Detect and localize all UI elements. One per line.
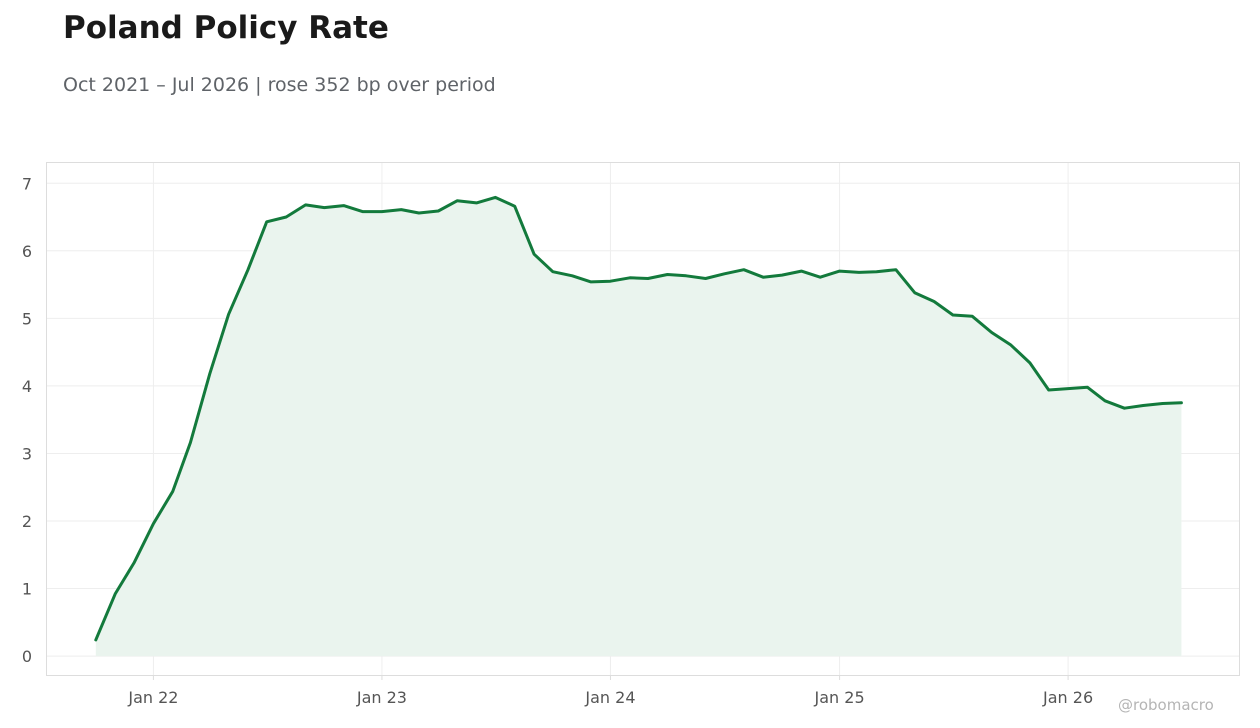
data-point-2025-07-01	[952, 314, 954, 316]
y-tick-label-4: 4	[22, 377, 32, 396]
data-point-2022-02-01	[172, 490, 174, 492]
data-point-2025-10-01	[1009, 344, 1011, 346]
data-point-2025-01-01	[838, 270, 840, 272]
data-point-2025-12-01	[1048, 389, 1050, 391]
x-tick-label-jan-22: Jan 22	[127, 688, 178, 707]
data-point-2026-03-01	[1104, 400, 1106, 402]
x-tick-label-jan-24: Jan 24	[584, 688, 635, 707]
y-tick-label-0: 0	[22, 647, 32, 666]
data-point-2024-08-01	[743, 269, 745, 271]
data-point-2024-10-01	[781, 274, 783, 276]
data-point-2023-06-01	[475, 202, 477, 204]
data-point-2026-07-01	[1180, 402, 1182, 404]
data-point-2025-11-01	[1029, 362, 1031, 364]
data-point-2024-12-01	[819, 276, 821, 278]
data-point-2025-03-01	[875, 271, 877, 273]
data-point-2025-09-01	[991, 331, 993, 333]
y-tick-label-1: 1	[22, 580, 32, 599]
data-point-2025-02-01	[858, 271, 860, 273]
data-point-2022-07-01	[266, 221, 268, 223]
data-point-2024-04-01	[666, 273, 668, 275]
data-point-2025-06-01	[933, 300, 935, 302]
chart-title: Poland Policy Rate	[63, 10, 389, 46]
data-point-2024-09-01	[762, 276, 764, 278]
data-point-2024-05-01	[685, 275, 687, 277]
data-point-2023-09-01	[533, 253, 535, 255]
data-point-2021-10-01	[95, 639, 97, 641]
data-point-2026-05-01	[1142, 404, 1144, 406]
y-tick-label-5: 5	[22, 309, 32, 328]
y-tick-label-2: 2	[22, 512, 32, 531]
x-axis: Jan 22 Jan 23 Jan 24 Jan 25 Jan 26	[127, 675, 1093, 707]
data-point-2023-11-01	[571, 275, 573, 277]
x-tick-label-jan-23: Jan 23	[356, 688, 407, 707]
data-point-2021-12-01	[133, 562, 135, 564]
data-point-2026-02-01	[1086, 386, 1088, 388]
data-point-2023-05-01	[456, 200, 458, 202]
data-point-2023-03-01	[418, 212, 420, 214]
data-point-2025-04-01	[895, 269, 897, 271]
data-point-2025-08-01	[971, 315, 973, 317]
data-point-2023-07-01	[494, 196, 496, 198]
data-point-2022-01-01	[152, 523, 154, 525]
data-point-2024-03-01	[647, 277, 649, 279]
data-point-2023-12-01	[590, 281, 592, 283]
data-point-2022-05-01	[227, 313, 229, 315]
data-point-2026-06-01	[1161, 402, 1163, 404]
data-point-2023-08-01	[514, 205, 516, 207]
data-point-2024-01-01	[609, 280, 611, 282]
data-point-2022-09-01	[304, 204, 306, 206]
x-tick-label-jan-26: Jan 26	[1042, 688, 1093, 707]
data-point-2023-10-01	[552, 271, 554, 273]
y-tick-label-7: 7	[22, 174, 32, 193]
data-point-2026-04-01	[1123, 407, 1125, 409]
data-point-2024-11-01	[800, 270, 802, 272]
data-point-2023-02-01	[400, 208, 402, 210]
chart-subtitle: Oct 2021 – Jul 2026 | rose 352 bp over p…	[63, 74, 496, 96]
data-point-2025-05-01	[914, 292, 916, 294]
data-point-2022-12-01	[361, 210, 363, 212]
data-point-2022-11-01	[343, 204, 345, 206]
data-point-2026-01-01	[1067, 387, 1069, 389]
data-point-2024-06-01	[704, 277, 706, 279]
data-point-2024-07-01	[723, 273, 725, 275]
plot-frame	[46, 162, 1240, 676]
data-point-2022-06-01	[247, 269, 249, 271]
y-axis: 0 1 2 3 4 5 6 7	[22, 174, 32, 666]
data-point-2022-08-01	[285, 216, 287, 218]
data-point-2023-04-01	[437, 210, 439, 212]
data-point-2022-03-01	[189, 441, 191, 443]
data-point-2022-04-01	[209, 373, 211, 375]
data-point-2022-10-01	[323, 206, 325, 208]
x-tick-label-jan-25: Jan 25	[814, 688, 865, 707]
data-point-2024-02-01	[629, 277, 631, 279]
watermark: @robomacro	[1118, 696, 1214, 714]
y-tick-label-6: 6	[22, 242, 32, 261]
area-fill	[95, 197, 1182, 657]
data-point-2021-11-01	[114, 593, 116, 595]
y-tick-label-3: 3	[22, 444, 32, 463]
series-line-policy-rate	[94, 195, 1183, 642]
data-point-2023-01-01	[381, 210, 383, 212]
